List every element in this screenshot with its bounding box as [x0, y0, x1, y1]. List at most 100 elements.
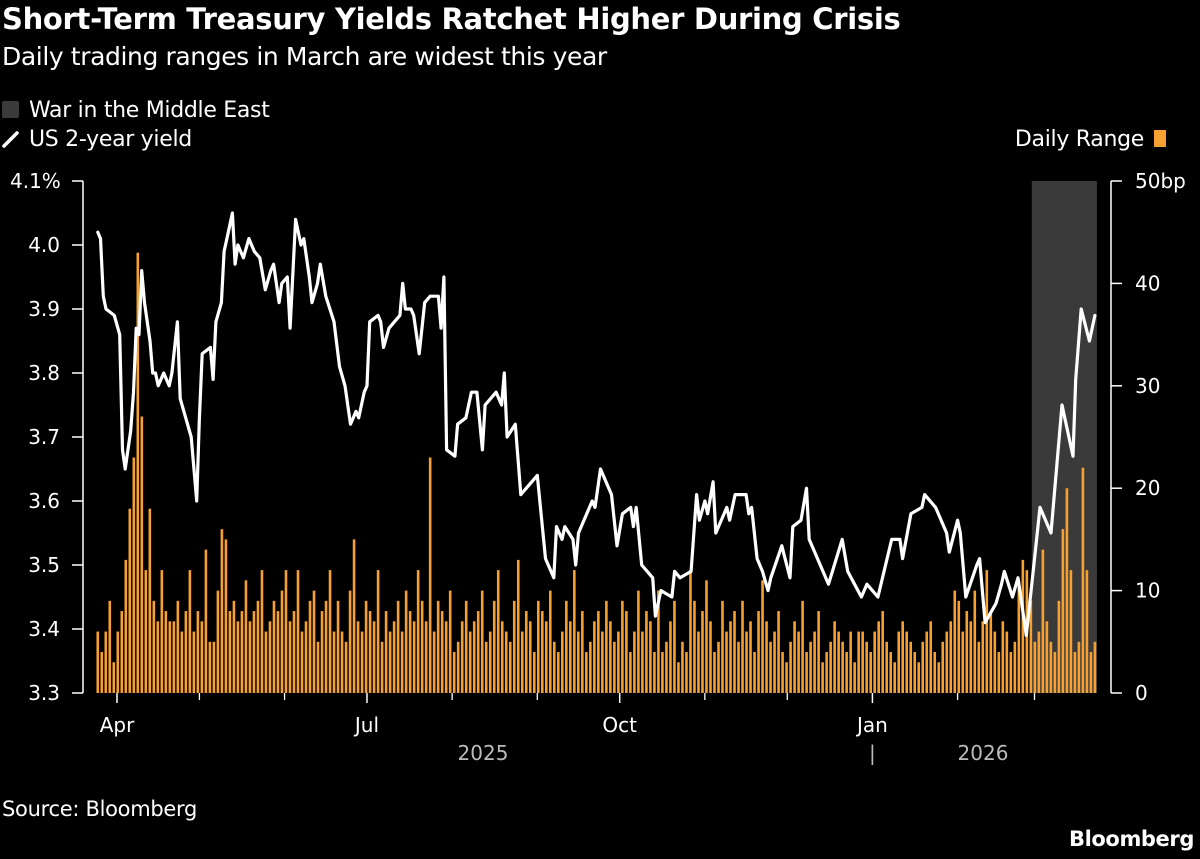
daily-range-bar — [937, 662, 941, 693]
daily-range-bar — [581, 611, 584, 693]
daily-range-bar — [204, 549, 208, 693]
daily-range-bar — [809, 641, 812, 693]
daily-range-bar — [797, 631, 800, 693]
daily-range-bar — [765, 621, 768, 693]
daily-range-bar — [637, 590, 640, 693]
daily-range-bar — [861, 631, 864, 693]
daily-range-bar — [813, 631, 816, 693]
daily-range-bar — [192, 631, 196, 693]
daily-range-bar — [925, 631, 929, 693]
daily-range-bar — [1049, 641, 1053, 693]
daily-range-bar — [693, 600, 696, 693]
daily-range-bar — [793, 621, 796, 693]
daily-range-bar — [172, 621, 176, 693]
daily-range-bar — [504, 631, 508, 693]
daily-range-bar — [1057, 600, 1061, 693]
daily-range-bar — [997, 652, 1001, 693]
daily-range-bar — [749, 621, 752, 693]
right-axis-tick-label: 20 — [1135, 476, 1160, 500]
daily-range-bar — [276, 611, 280, 693]
daily-range-bar — [869, 652, 872, 693]
daily-range-bar — [508, 641, 512, 693]
daily-range-bar — [825, 652, 828, 693]
daily-range-bar — [1009, 652, 1013, 693]
daily-range-bar — [729, 621, 732, 693]
left-axis-tick-label: 3.8 — [28, 361, 60, 385]
left-axis-tick-label: 3.7 — [28, 425, 60, 449]
daily-range-bar — [681, 641, 684, 693]
daily-range-bar — [1033, 641, 1037, 693]
daily-range-bar — [424, 621, 428, 693]
x-axis-tick-label: Apr — [100, 713, 135, 737]
daily-range-bar — [260, 570, 264, 693]
daily-range-bar — [1069, 570, 1073, 693]
daily-range-bar — [272, 600, 276, 693]
daily-range-bar — [621, 600, 624, 693]
daily-range-bar — [156, 621, 160, 693]
daily-range-bar — [228, 611, 232, 693]
right-axis-tick-label: 0 — [1135, 681, 1148, 705]
daily-range-bar — [889, 652, 892, 693]
daily-range-bar — [961, 631, 965, 693]
daily-range-bar — [336, 600, 340, 693]
daily-range-bar — [717, 641, 720, 693]
us-2-year-yield-line — [96, 211, 1097, 637]
daily-range-bar — [617, 631, 620, 693]
daily-range-bar — [677, 662, 680, 693]
daily-range-bar — [669, 621, 672, 693]
chart-title: Short-Term Treasury Yields Ratchet Highe… — [2, 2, 901, 36]
daily-range-bar — [1001, 621, 1005, 693]
legend-item-war: War in the Middle East — [2, 98, 270, 123]
legend-item-yield: US 2-year yield — [2, 127, 192, 152]
daily-range-bar — [136, 252, 140, 693]
daily-range-bar — [981, 621, 985, 693]
daily-range-bar — [524, 611, 528, 693]
daily-range-bar — [96, 631, 100, 693]
daily-range-bar — [949, 621, 953, 693]
daily-range-bar — [569, 621, 572, 693]
daily-range-bar — [629, 652, 632, 693]
legend-label-daily-range: Daily Range — [1014, 127, 1144, 152]
daily-range-bar — [741, 600, 744, 693]
daily-range-bar — [789, 641, 792, 693]
x-axis-year-label: 2026 — [958, 741, 1009, 765]
daily-range-bar — [100, 652, 104, 693]
daily-range-bar — [1089, 652, 1093, 693]
daily-range-bar — [573, 570, 576, 693]
daily-range-bar — [965, 611, 969, 693]
x-axis-year-separator: | — [869, 741, 876, 765]
daily-range-bar — [120, 611, 124, 693]
daily-range-bar — [941, 641, 945, 693]
daily-range-bar — [132, 457, 136, 693]
daily-range-bar — [332, 631, 336, 693]
daily-range-bar — [540, 611, 544, 693]
daily-range-bar — [220, 529, 224, 693]
daily-range-bar — [905, 631, 909, 693]
daily-range-bar — [484, 641, 488, 693]
daily-range-bar — [849, 631, 852, 693]
daily-range-bar — [340, 631, 344, 693]
daily-range-bar — [993, 631, 997, 693]
daily-range-bar — [909, 641, 913, 693]
daily-range-bar — [280, 590, 284, 693]
daily-range-bar — [957, 600, 961, 693]
daily-range-bar — [352, 539, 356, 693]
daily-range-bar — [440, 611, 444, 693]
daily-range-bar — [845, 652, 848, 693]
daily-range-bar — [1037, 631, 1041, 693]
daily-range-bar — [256, 600, 260, 693]
daily-range-bar — [372, 621, 376, 693]
daily-range-bar — [805, 652, 808, 693]
daily-range-bar — [444, 621, 448, 693]
daily-range-bar — [557, 652, 560, 693]
daily-range-bar — [609, 621, 612, 693]
daily-range-bar — [653, 652, 656, 693]
daily-range-bar — [701, 611, 704, 693]
daily-range-bar — [376, 570, 380, 693]
daily-range-bar — [488, 631, 492, 693]
daily-range-bar — [633, 631, 636, 693]
daily-range-bar — [388, 631, 392, 693]
daily-range-bar — [548, 590, 552, 693]
daily-range-bar — [396, 600, 400, 693]
